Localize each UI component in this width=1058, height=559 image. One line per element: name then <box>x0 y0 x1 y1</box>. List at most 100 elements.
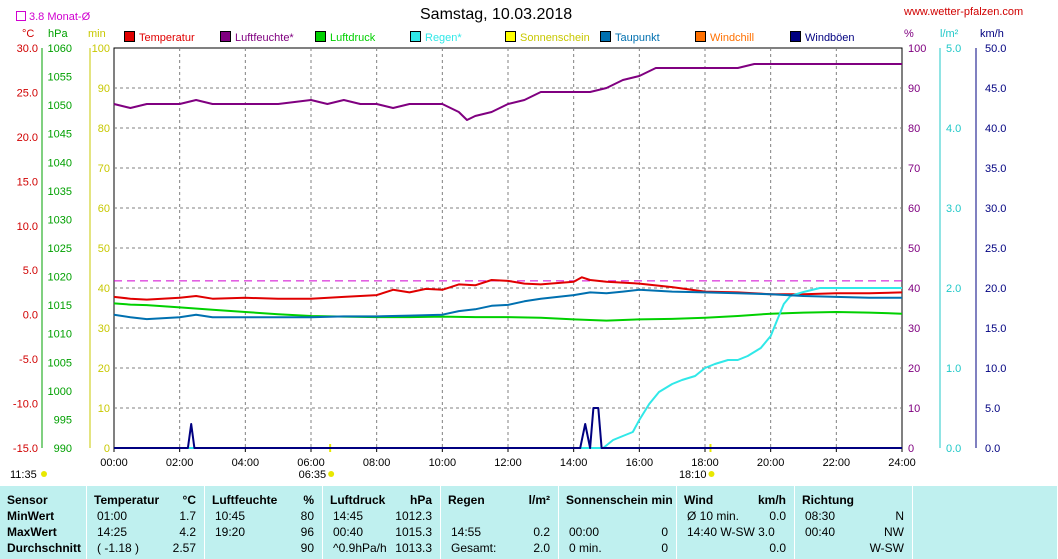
rain-tick-label: 5.0 <box>946 43 961 55</box>
summary-time: 0 min. <box>569 541 602 555</box>
pct-tick-label: 0 <box>908 443 914 455</box>
legend-box-icon <box>16 11 26 21</box>
summary-header: Richtung <box>802 493 854 507</box>
summary-time: 14:45 <box>333 509 364 523</box>
summary-value: 0.0 <box>769 509 786 523</box>
weather-chart: 00:00 02:00 04:00 06:00 08:00 10:00 12:00 14:00… <box>10 28 1006 481</box>
summary-time: 14:40 W-SW 3.0 <box>687 525 775 539</box>
x-tick-label: 04:00 <box>232 457 260 469</box>
wind-unit: km/h <box>980 28 1004 40</box>
legend-item: Taupunkt <box>600 31 660 44</box>
legend-swatch-icon <box>790 31 801 42</box>
legend-swatch-icon <box>600 31 611 42</box>
hpa-tick-label: 1030 <box>48 214 72 226</box>
min-tick-label: 90 <box>98 83 110 95</box>
legend-label: Temperatur <box>139 32 195 44</box>
legend-item: Temperatur <box>124 31 195 44</box>
legend-item: Windchill <box>695 31 754 44</box>
celsius-tick-label: 30.0 <box>17 43 38 55</box>
series-lines <box>113 63 903 449</box>
celsius-tick-label: 20.0 <box>17 132 38 144</box>
sunrise-label: 06:35 <box>299 469 327 481</box>
wind-tick-label: 50.0 <box>985 43 1006 55</box>
legend-swatch-icon <box>505 31 516 42</box>
summary-time: ( -1.18 ) <box>97 541 140 555</box>
summary-column: Sonnenschein min 00:00 0 0 min. 0 <box>559 486 677 559</box>
pct-tick-label: 80 <box>908 123 920 135</box>
summary-time: 08:30 <box>805 509 836 523</box>
summary-row-label: MinWert <box>7 509 55 523</box>
legend-label: Taupunkt <box>615 32 660 44</box>
pct-tick-label: 90 <box>908 83 920 95</box>
summary-time: 10:45 <box>215 509 246 523</box>
wind-tick-label: 20.0 <box>985 283 1006 295</box>
summary-value: NW <box>884 525 904 539</box>
legend-label: Windböen <box>805 32 855 44</box>
rain-tick-label: 2.0 <box>946 283 961 295</box>
legend-swatch-icon <box>220 31 231 42</box>
series-line-taupunkt <box>113 288 902 321</box>
min-tick-label: 10 <box>98 403 110 415</box>
sun-icon <box>708 471 715 477</box>
series-line-luftdruck <box>113 302 903 322</box>
summary-time: 00:00 <box>569 525 600 539</box>
celsius-unit: °C <box>22 28 34 40</box>
monthly-average-legend: 3.8 Monat-Ø <box>16 11 90 23</box>
wind-tick-label: 45.0 <box>985 83 1006 95</box>
x-tick-label: 22:00 <box>823 457 851 469</box>
rain-tick-label: 1.0 <box>946 363 961 375</box>
min-tick-label: 40 <box>98 283 110 295</box>
legend-swatch-icon <box>695 31 706 42</box>
summary-time: 14:55 <box>451 525 482 539</box>
summary-value: 1012.3 <box>395 509 432 523</box>
hpa-tick-label: 1015 <box>48 300 72 312</box>
hpa-tick-label: 1050 <box>48 100 72 112</box>
legend-item: Luftdruck <box>315 31 375 44</box>
summary-header: Wind <box>684 493 714 507</box>
min-tick-label: 30 <box>98 323 110 335</box>
summary-column: Richtung 08:30 N 00:40 NW W-SW <box>795 486 913 559</box>
summary-value: 96 <box>300 525 314 539</box>
summary-value: 1013.3 <box>395 541 432 555</box>
celsius-tick-label: -5.0 <box>19 354 38 366</box>
hpa-tick-label: 995 <box>54 414 72 426</box>
summary-time: 00:40 <box>333 525 364 539</box>
celsius-tick-label: -15.0 <box>13 443 38 455</box>
min-unit: min <box>88 28 106 40</box>
pct-unit: % <box>904 28 914 40</box>
rain-tick-label: 3.0 <box>946 203 961 215</box>
min-tick-label: 50 <box>98 243 110 255</box>
celsius-tick-label: 0.0 <box>23 310 38 322</box>
legend-label: Windchill <box>710 32 755 44</box>
summary-column: Sensor MinWert MaxWert Durchschnitt <box>0 486 87 559</box>
axes: 00:00 02:00 04:00 06:00 08:00 10:00 12:00 14:00… <box>10 28 1006 481</box>
legend-label: Sonnenschein <box>520 32 590 44</box>
series-line-luftfeuchte <box>113 63 902 121</box>
legend-label: Luftfeuchte* <box>235 32 294 44</box>
x-tick-label: 18:00 <box>691 457 719 469</box>
wind-tick-label: 5.0 <box>985 403 1000 415</box>
legend-item: Luftfeuchte* <box>220 31 294 44</box>
x-tick-label: 16:00 <box>626 457 654 469</box>
x-tick-label: 10:00 <box>429 457 457 469</box>
wind-tick-label: 10.0 <box>985 363 1006 375</box>
summary-value: N <box>895 509 904 523</box>
series-line-regen <box>114 287 902 449</box>
x-tick-label: 08:00 <box>363 457 391 469</box>
summary-time: 14:25 <box>97 525 128 539</box>
summary-unit: °C <box>182 493 196 507</box>
legend-item: Regen* <box>410 31 462 44</box>
summary-unit: km/h <box>757 493 786 507</box>
summary-value: 2.57 <box>172 541 196 555</box>
summary-time: ^0.9hPa/h <box>333 541 387 555</box>
pct-tick-label: 60 <box>908 203 920 215</box>
summary-header: Regen <box>448 493 485 507</box>
hpa-tick-label: 1045 <box>48 129 72 141</box>
summary-row-label: MaxWert <box>7 525 57 539</box>
website-label[interactable]: www.wetter-pfalzen.com <box>904 6 1024 18</box>
hpa-tick-label: 990 <box>54 443 72 455</box>
legend-swatch-icon <box>315 31 326 42</box>
celsius-tick-label: 15.0 <box>17 176 38 188</box>
legend-label: Regen* <box>425 32 462 44</box>
wind-tick-label: 0.0 <box>985 443 1000 455</box>
